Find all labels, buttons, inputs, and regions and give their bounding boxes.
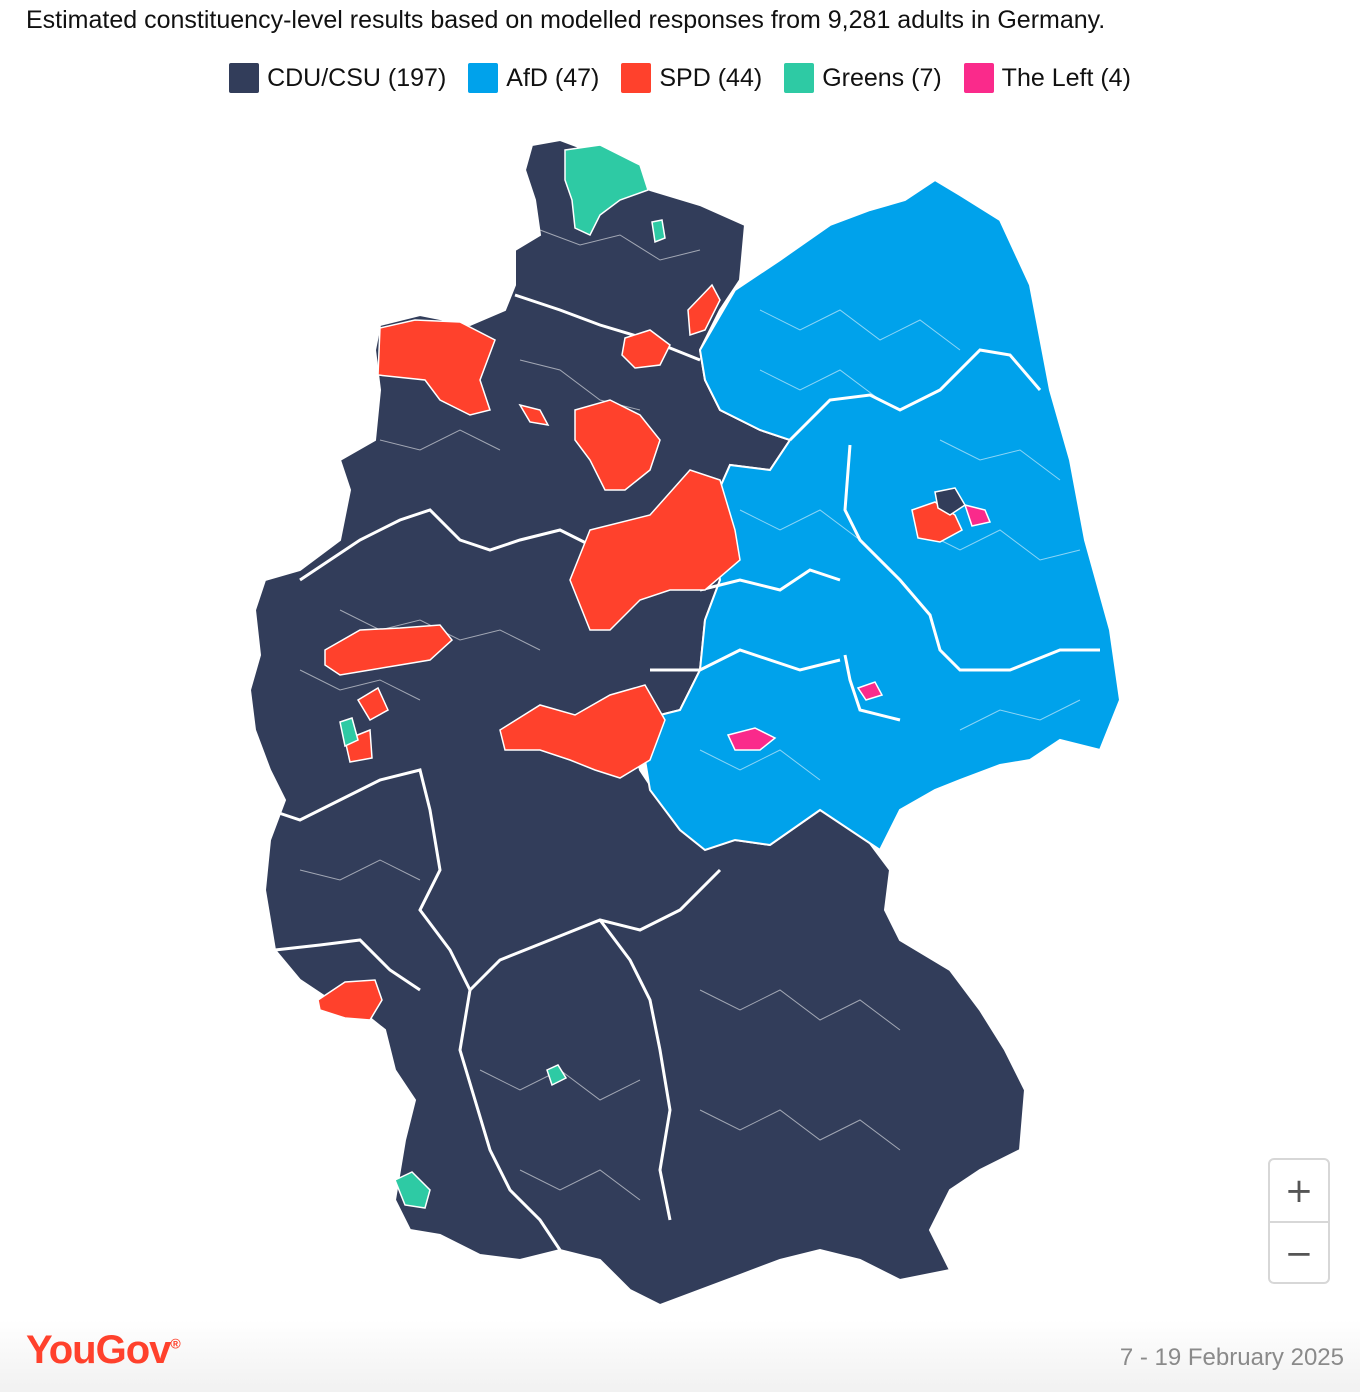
region-greens-cologne[interactable]: [339, 717, 359, 748]
legend-swatch-the-left: [963, 63, 994, 93]
zoom-in-button[interactable]: +: [1284, 1170, 1314, 1211]
region-spd-hesse-north[interactable]: [499, 684, 666, 779]
region-left-erfurt[interactable]: [726, 727, 777, 751]
legend-item-greens[interactable]: Greens (7): [784, 58, 942, 98]
region-greens-freiburg[interactable]: [394, 1171, 431, 1209]
region-spd-ruhr[interactable]: [324, 624, 454, 676]
region-spd-luebeck[interactable]: [687, 283, 721, 337]
legend-item-the-left[interactable]: The Left (4): [963, 58, 1131, 98]
region-spd-hamburg[interactable]: [621, 329, 671, 369]
legend-label-afd: AfD (47): [506, 64, 600, 92]
legend-swatch-greens: [784, 63, 815, 93]
zoom-divider: [1270, 1221, 1328, 1223]
legend-swatch-cdu-csu: [229, 63, 260, 93]
state-borders-east: [650, 348, 1100, 722]
legend-item-afd[interactable]: AfD (47): [468, 58, 599, 98]
region-spd-emsland[interactable]: [377, 319, 496, 416]
region-spd-hannover-north[interactable]: [574, 399, 661, 491]
legend-swatch-spd: [621, 63, 652, 93]
region-greens-north[interactable]: [564, 144, 649, 236]
region-cdu-berlin[interactable]: [934, 487, 967, 516]
region-spd-hannover-south[interactable]: [569, 469, 741, 631]
legend-swatch-afd: [468, 63, 499, 93]
legend-label-the-left: The Left (4): [1001, 64, 1131, 92]
constituency-borders: [299, 229, 1081, 1201]
zoom-control: + −: [1268, 1158, 1330, 1284]
legend-label-spd: SPD (44): [659, 64, 763, 92]
region-spd-bremen[interactable]: [518, 403, 550, 426]
region-spd-saarland[interactable]: [317, 979, 383, 1021]
legend-label-cdu-csu: CDU/CSU (197): [267, 64, 447, 92]
region-left-berlin[interactable]: [963, 503, 992, 527]
region-afd-east[interactable]: [638, 178, 1122, 852]
region-greens-kiel[interactable]: [651, 219, 666, 244]
yougov-logo[interactable]: YouGov®: [26, 1328, 181, 1373]
region-left-leipzig[interactable]: [856, 681, 884, 701]
region-spd-bonn[interactable]: [356, 686, 389, 722]
legend: CDU/CSU (197) AfD (47) SPD (44) Greens (…: [0, 58, 1360, 98]
region-greens-stuttgart[interactable]: [546, 1064, 568, 1087]
registered-mark: ®: [170, 1335, 180, 1352]
brand-name: YouGov: [26, 1328, 171, 1372]
chart-subtitle: Estimated constituency-level results bas…: [26, 6, 1106, 34]
germany-constituency-map[interactable]: [0, 110, 1360, 1320]
legend-item-cdu-csu[interactable]: CDU/CSU (197): [229, 58, 446, 98]
footer: YouGov® 7 - 19 February 2025: [0, 1320, 1360, 1392]
survey-date: 7 - 19 February 2025: [1119, 1344, 1344, 1371]
state-borders-west: [269, 293, 722, 1251]
legend-item-spd[interactable]: SPD (44): [621, 58, 762, 98]
legend-label-greens: Greens (7): [822, 64, 942, 92]
zoom-out-button[interactable]: −: [1284, 1233, 1314, 1274]
